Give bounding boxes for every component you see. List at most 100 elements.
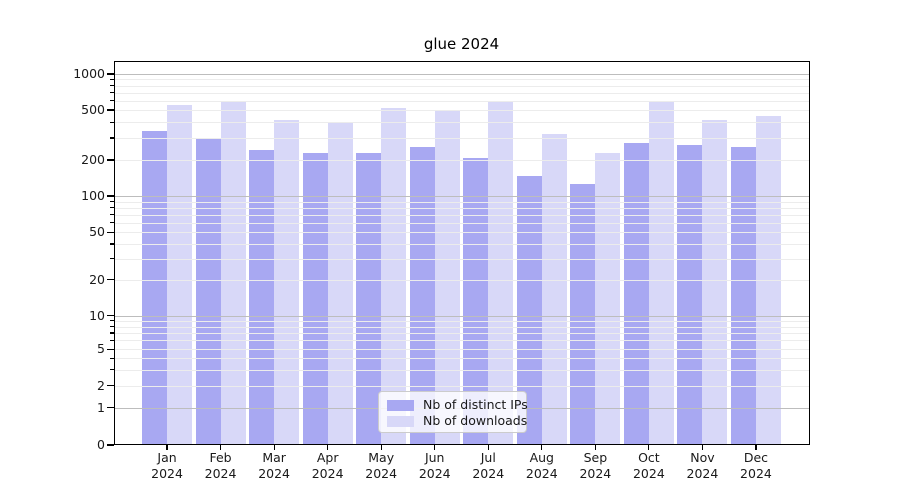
gridline-minor [114, 243, 809, 245]
gridline-minor [114, 358, 809, 360]
y-minor-tick-mark [110, 100, 114, 102]
bar-downloads-apr [327, 122, 353, 445]
y-minor-tick-mark [110, 258, 114, 260]
bar-downloads-oct [648, 102, 674, 445]
legend-item: Nb of distinct IPs [387, 397, 528, 413]
bar-ips-sep [570, 183, 596, 445]
y-minor-tick-mark [110, 326, 114, 328]
gridline-minor [114, 201, 809, 203]
y-minor-tick-mark [110, 85, 114, 87]
gridline-minor [114, 340, 809, 342]
legend-item-label: Nb of distinct IPs [423, 397, 528, 412]
y-tick-label: 10 [89, 307, 105, 323]
gridline-minor [114, 214, 809, 216]
chart-legend: Nb of distinct IPs Nb of downloads [378, 391, 528, 433]
x-tick-mark [594, 445, 596, 450]
y-tick-label: 50 [89, 224, 105, 240]
y-minor-tick-mark [110, 137, 114, 139]
x-tick-mark [701, 445, 703, 450]
x-tick-mark [541, 445, 543, 450]
bar-ips-jan [142, 131, 168, 445]
y-minor-tick-mark [110, 243, 114, 245]
y-minor-tick-mark [110, 339, 114, 342]
bar-downloads-feb [220, 100, 246, 445]
bar-ips-oct [623, 143, 649, 445]
y-minor-tick-mark [110, 92, 114, 94]
x-tick-label: Jun 2024 [418, 450, 451, 481]
x-tick-mark [487, 445, 489, 450]
x-tick-label: Aug 2024 [525, 450, 558, 481]
y-tick-label: 0 [97, 437, 105, 452]
bar-downloads-jan [167, 105, 193, 445]
bar-downloads-nov [702, 119, 728, 445]
bar-downloads-aug [541, 134, 567, 445]
gridline-minor [114, 79, 809, 81]
x-tick-mark [166, 445, 168, 450]
y-tick-label: 500 [81, 102, 105, 117]
bar-ips-dec [730, 147, 756, 445]
x-tick-mark [755, 445, 757, 450]
x-tick-mark [648, 445, 650, 450]
x-tick-label: Dec 2024 [740, 450, 772, 481]
y-tick-label: 200 [81, 152, 105, 167]
gridline-minor [114, 385, 809, 387]
x-tick-label: Oct 2024 [632, 450, 665, 481]
bar-ips-nov [677, 145, 703, 445]
y-minor-tick-mark [110, 385, 114, 387]
gridline-minor [114, 100, 809, 102]
gridline-minor [114, 110, 809, 111]
bar-ips-mar [249, 150, 275, 445]
x-tick-label: Jul 2024 [472, 450, 505, 481]
y-tick-label: 5 [97, 341, 105, 357]
gridline-minor [114, 258, 809, 260]
gridline-minor [114, 207, 809, 209]
x-tick-mark [273, 445, 275, 450]
y-minor-tick-mark [110, 222, 114, 224]
x-tick-label: Sep 2024 [579, 450, 612, 481]
gridline-minor [114, 326, 809, 328]
legend-swatch [387, 415, 414, 427]
y-tick-label: 100 [81, 188, 105, 203]
chart-title: glue 2024 [423, 35, 500, 53]
gridline-major [114, 315, 809, 317]
gridline-minor [114, 349, 809, 351]
legend-swatch [387, 399, 414, 411]
y-minor-tick-mark [110, 214, 114, 216]
gridline-minor [114, 92, 809, 94]
y-minor-tick-mark [110, 109, 114, 111]
x-tick-mark [380, 445, 382, 450]
y-minor-tick-mark [110, 348, 114, 350]
y-minor-tick-mark [110, 320, 114, 322]
y-minor-tick-mark [110, 201, 114, 203]
y-minor-tick-mark [110, 369, 114, 371]
gridline-minor [114, 137, 809, 139]
y-minor-tick-mark [110, 279, 114, 281]
plot-area [114, 61, 810, 445]
x-tick-label: Apr 2024 [311, 450, 344, 481]
y-minor-tick-mark [110, 231, 114, 233]
y-minor-tick-mark [110, 121, 114, 123]
gridline-minor [114, 320, 809, 322]
gridline-minor [114, 279, 809, 281]
x-tick-mark [327, 445, 329, 450]
bar-downloads-may [381, 107, 407, 445]
gridline-minor [114, 332, 809, 334]
gridline-major [114, 74, 809, 75]
gridline-minor [114, 222, 809, 224]
y-minor-tick-mark [110, 332, 114, 334]
y-tick-mark [107, 444, 114, 446]
x-tick-mark [219, 445, 222, 450]
gridline-minor [114, 122, 809, 124]
y-minor-tick-mark [110, 207, 114, 209]
x-tick-label: Jan 2024 [151, 450, 183, 481]
gridline-major [114, 196, 809, 197]
x-tick-label: Nov 2024 [686, 450, 719, 481]
y-tick-mark [107, 73, 114, 75]
gridline-minor [114, 369, 809, 371]
x-tick-label: Feb 2024 [204, 450, 237, 481]
y-minor-tick-mark [110, 78, 114, 81]
y-tick-label: 1 [97, 399, 105, 415]
gridline-minor [114, 85, 809, 87]
gridline-minor [114, 232, 809, 234]
